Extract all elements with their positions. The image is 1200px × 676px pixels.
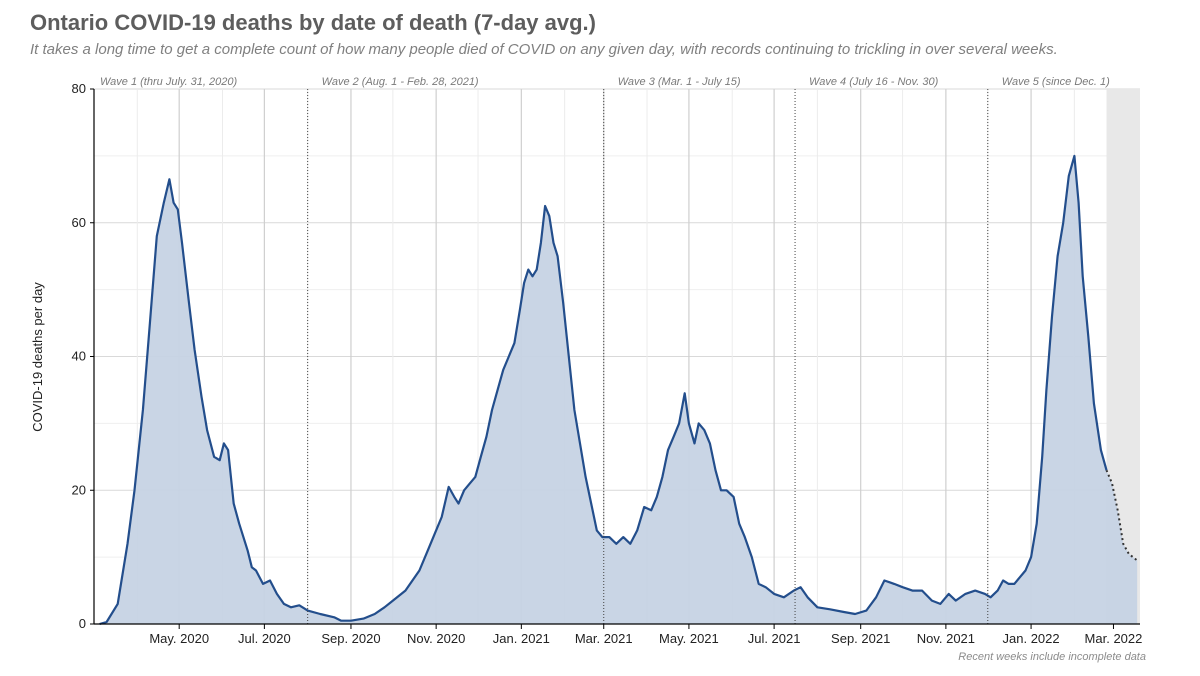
x-tick-label: May. 2021	[659, 631, 719, 646]
x-tick-label: Jul. 2021	[748, 631, 801, 646]
x-tick-label: Sep. 2021	[831, 631, 890, 646]
wave-label: Wave 1 (thru July. 31, 2020)	[100, 76, 237, 88]
y-axis-label: COVID-19 deaths per day	[30, 282, 45, 432]
wave-label: Wave 4 (July 16 - Nov. 30)	[809, 76, 939, 88]
x-tick-label: Nov. 2021	[917, 631, 975, 646]
x-tick-label: Jul. 2020	[238, 631, 291, 646]
axis-layer: 0 20 40 60 80 May. 2020 Jul. 2020 Sep. 2020 Nov.…	[72, 81, 1143, 646]
y-tick-label: 80	[72, 81, 86, 96]
y-tick-label: 20	[72, 482, 86, 497]
incomplete-data-footnote: Recent weeks include incomplete data	[958, 651, 1146, 663]
chart-title: Ontario COVID-19 deaths by date of death…	[30, 10, 596, 35]
x-tick-label: May. 2020	[149, 631, 209, 646]
wave-label: Wave 5 (since Dec. 1)	[1002, 76, 1110, 88]
deaths-area	[99, 155, 1138, 624]
x-tick-label: Nov. 2020	[407, 631, 465, 646]
y-tick-label: 40	[72, 349, 86, 364]
y-tick-label: 60	[72, 215, 86, 230]
deaths-line	[99, 154, 1108, 626]
y-tick-label: 0	[79, 616, 86, 631]
x-tick-label: Mar. 2022	[1085, 631, 1143, 646]
wave-label: Wave 3 (Mar. 1 - July 15)	[618, 76, 741, 88]
wave-layer: Wave 1 (thru July. 31, 2020) Wave 2 (Aug.…	[100, 76, 1110, 624]
x-tick-label: Jan. 2021	[493, 631, 550, 646]
wave-label: Wave 2 (Aug. 1 - Feb. 28, 2021)	[322, 76, 479, 88]
x-tick-label: Sep. 2020	[321, 631, 380, 646]
chart-subtitle: It takes a long time to get a complete c…	[30, 41, 1058, 58]
x-tick-label: Jan. 2022	[1003, 631, 1060, 646]
x-tick-label: Mar. 2021	[575, 631, 633, 646]
area-layer	[99, 154, 1138, 626]
